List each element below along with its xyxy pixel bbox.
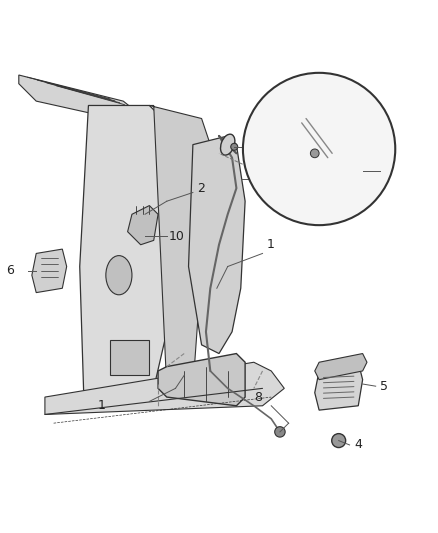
Polygon shape <box>341 154 371 188</box>
Circle shape <box>231 143 238 150</box>
Polygon shape <box>315 362 363 410</box>
Text: 4: 4 <box>354 439 362 451</box>
Polygon shape <box>19 75 154 127</box>
Ellipse shape <box>106 256 132 295</box>
Circle shape <box>275 426 285 437</box>
Text: 7: 7 <box>382 164 390 177</box>
Text: 11: 11 <box>276 173 291 186</box>
Polygon shape <box>32 249 67 293</box>
Text: 1: 1 <box>267 238 275 251</box>
Circle shape <box>311 149 319 158</box>
Text: 10: 10 <box>169 230 185 243</box>
Text: 2: 2 <box>197 182 205 195</box>
Polygon shape <box>149 106 210 389</box>
Polygon shape <box>80 106 176 406</box>
Text: 5: 5 <box>380 379 388 393</box>
Circle shape <box>243 73 395 225</box>
Text: 3: 3 <box>302 144 310 158</box>
Polygon shape <box>45 362 284 415</box>
Polygon shape <box>188 136 245 353</box>
Text: 1: 1 <box>98 399 106 412</box>
FancyBboxPatch shape <box>110 341 149 375</box>
Text: 6: 6 <box>7 264 14 277</box>
Polygon shape <box>127 206 158 245</box>
Circle shape <box>332 434 346 448</box>
Polygon shape <box>158 353 245 406</box>
Polygon shape <box>315 353 367 379</box>
Ellipse shape <box>220 134 235 155</box>
Polygon shape <box>293 136 323 171</box>
Text: 8: 8 <box>254 391 262 403</box>
